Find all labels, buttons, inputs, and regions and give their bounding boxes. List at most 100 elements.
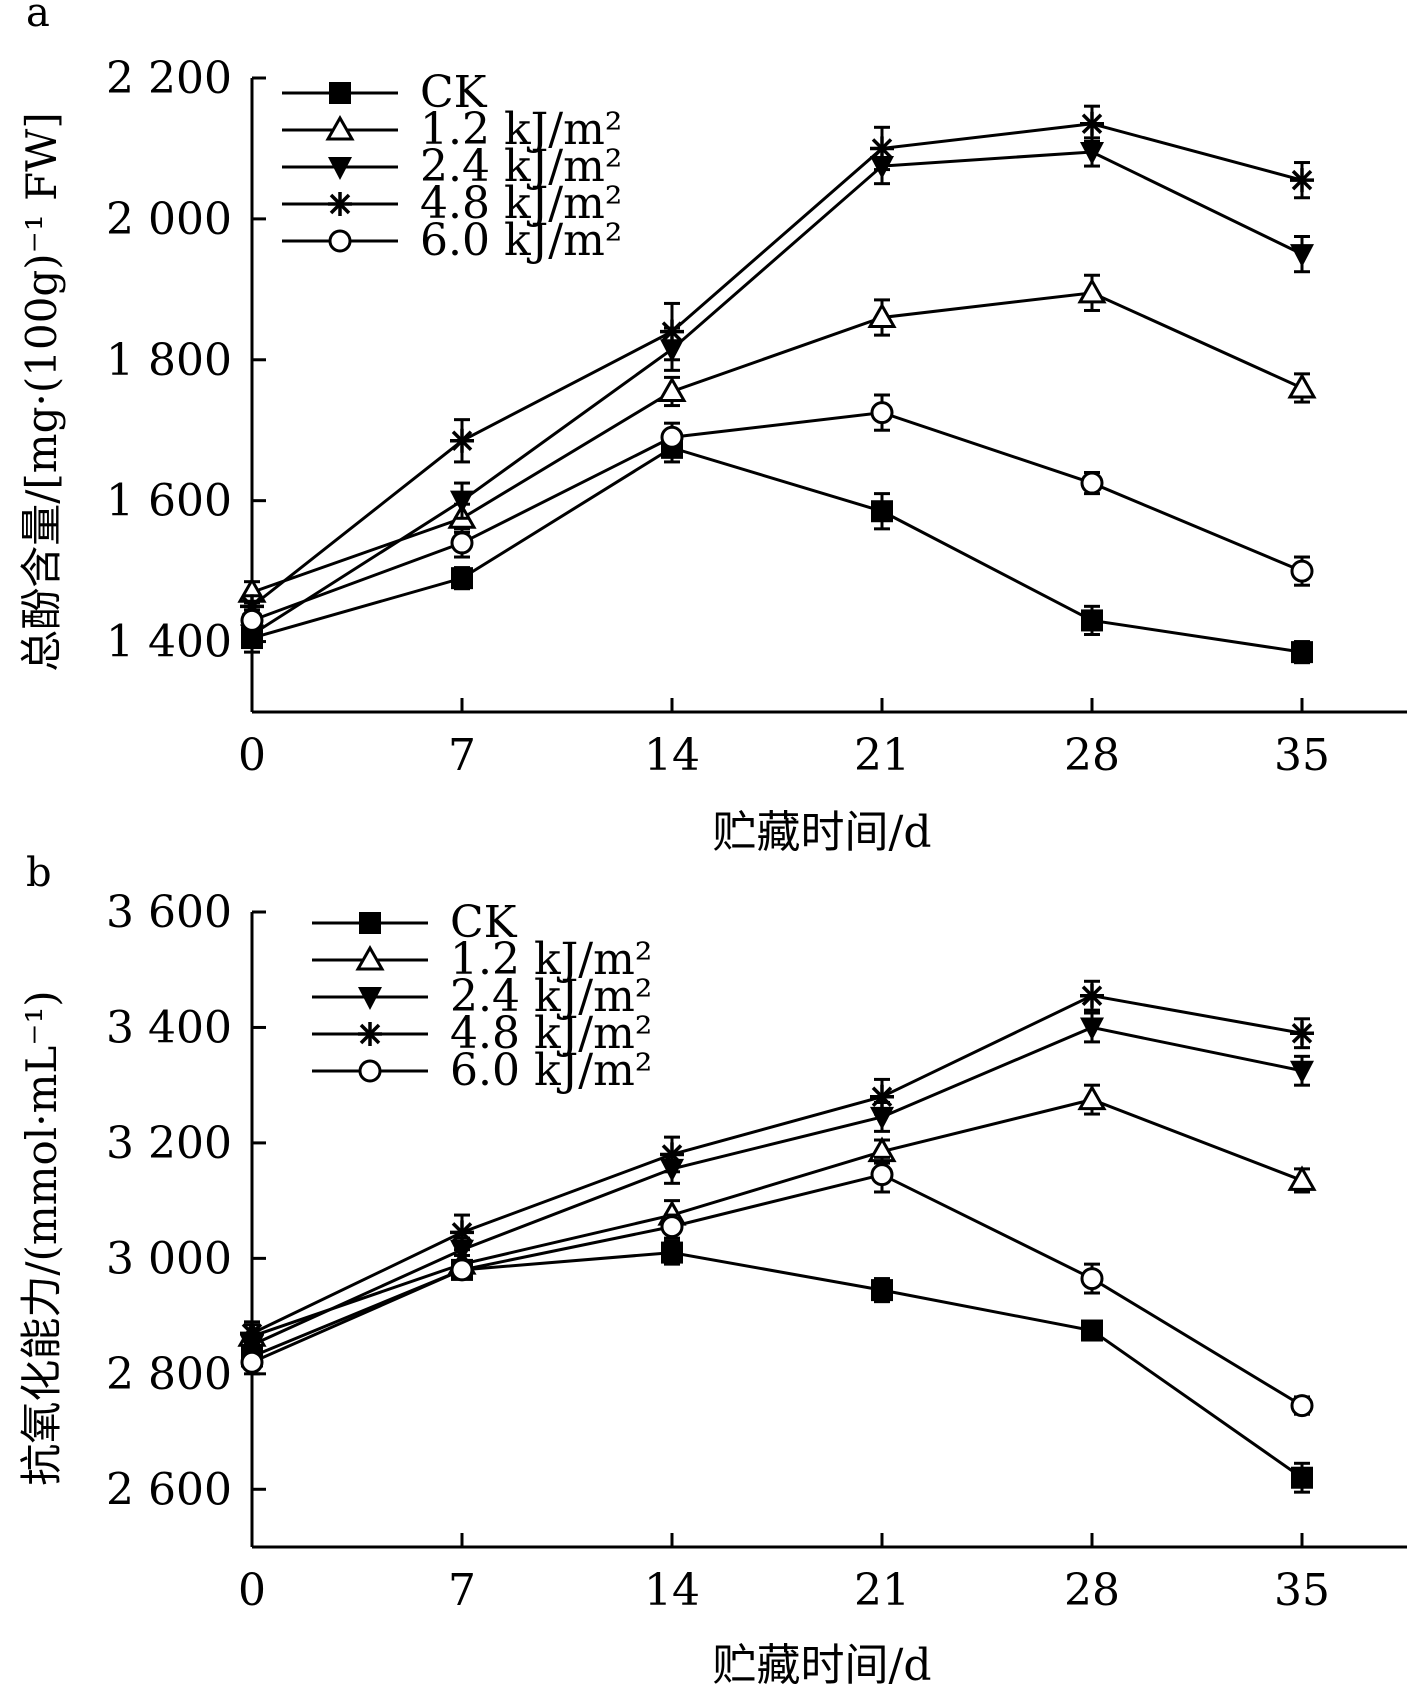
data-point [1080,983,1104,1008]
series-3 [240,979,1314,1347]
legend-item: 6.0 kJ/m² [312,1045,652,1096]
panel-label: a [26,0,50,36]
y-tick-label: 2 200 [106,53,232,104]
data-point [657,376,687,402]
legend-item: 4.8 kJ/m² [282,178,622,229]
y-axis-label: 总酚含量/[mg·(100g)⁻¹ FW] [17,112,66,671]
legend-item: 2.4 kJ/m² [312,971,652,1022]
x-tick-label: 0 [238,730,266,781]
x-tick-label: 7 [448,730,476,781]
panel-label: b [26,850,52,896]
data-point [1080,141,1104,165]
series-line [251,1173,1303,1407]
series-4 [240,393,1314,633]
legend-label: 6.0 kJ/m² [420,215,622,266]
x-tick-label: 0 [238,1565,266,1616]
series-2 [240,1011,1314,1358]
data-point [1077,1084,1107,1111]
x-tick-label: 21 [854,1565,910,1616]
series-line [251,446,1303,654]
legend-marker [329,82,351,104]
data-point [871,500,893,523]
y-tick-label: 3 000 [106,1233,232,1284]
data-point [870,401,894,425]
data-point [1290,168,1314,193]
y-tick-label: 1 400 [106,617,232,668]
data-point [867,302,897,329]
series-line [251,122,1303,608]
y-tick-label: 2 000 [106,194,232,245]
x-tick-label: 35 [1274,730,1330,781]
asterisk-stroke [1291,1022,1313,1044]
y-tick-label: 3 400 [106,1002,232,1053]
asterisk-stroke [451,430,473,452]
data-point [1290,1021,1314,1046]
data-point [1290,1060,1314,1084]
asterisk-stroke [1081,985,1103,1006]
data-point [660,425,684,449]
legend-item: CK [282,67,488,118]
data-point [1290,244,1314,268]
legend-marker [328,229,352,253]
asterisk-stroke [451,1222,473,1243]
legend-item: 1.2 kJ/m² [282,104,622,155]
x-tick-label: 35 [1274,1565,1330,1616]
data-point [870,1084,894,1109]
legend: CK1.2 kJ/m²2.4 kJ/m²4.8 kJ/m²6.0 kJ/m² [312,897,652,1096]
data-point [240,1321,264,1346]
series-0 [241,1239,1313,1494]
data-point [1081,1319,1103,1342]
data-point [870,136,894,161]
data-point [660,1215,684,1239]
data-point [240,1350,264,1374]
asterisk-stroke [241,1323,263,1344]
data-point [1287,372,1317,399]
data-point [450,1220,474,1245]
legend-marker [358,1059,382,1083]
legend-marker [358,1022,382,1046]
series-line [251,291,1303,594]
series-1 [237,273,1317,605]
series-line [251,1025,1303,1347]
x-tick-label: 7 [448,1565,476,1616]
y-tick-label: 1 800 [106,335,232,386]
legend-label: CK [450,897,518,948]
x-axis-label: 贮藏时间/d [713,1640,932,1685]
series-line [251,1098,1303,1338]
legend-marker [359,912,381,934]
x-tick-label: 14 [644,730,700,781]
legend-item: 4.8 kJ/m² [312,1008,652,1059]
y-tick-label: 3 200 [106,1118,232,1169]
legend-marker [325,114,355,141]
data-point [450,490,474,514]
legend-label: 2.4 kJ/m² [450,971,652,1022]
data-point [1077,277,1107,304]
x-tick-label: 21 [854,730,910,781]
chart-panel-a: a 总酚含量/[mg·(100g)⁻¹ FW] 贮藏时间/d 1 400 1 60… [17,0,1407,858]
data-point [1290,1394,1314,1418]
data-point [1080,471,1104,495]
data-point [1080,1267,1104,1291]
series-line [251,411,1303,622]
asterisk-stroke [329,193,351,215]
asterisk-stroke [359,1023,381,1045]
asterisk-stroke [1291,169,1313,191]
legend-label: 6.0 kJ/m² [450,1045,652,1096]
legend-item: 2.4 kJ/m² [282,141,622,192]
asterisk-stroke [661,1144,683,1165]
legend-item: 6.0 kJ/m² [282,215,622,266]
asterisk-stroke [871,1086,893,1107]
data-point [1291,1466,1313,1489]
data-point [660,1142,684,1167]
legend-label: 4.8 kJ/m² [450,1008,652,1059]
legend-label: 1.2 kJ/m² [450,934,652,985]
series-2 [240,136,1314,648]
data-point [871,1279,893,1302]
legend-label: 2.4 kJ/m² [420,141,622,192]
data-point [450,531,474,555]
data-point [660,319,684,344]
chart-panel-b: b 抗氧化能力/(mmol·mL⁻¹) 贮藏时间/d 2 600 2 800 3 0… [17,850,1407,1685]
data-point [450,1258,474,1282]
data-point [1291,641,1313,664]
